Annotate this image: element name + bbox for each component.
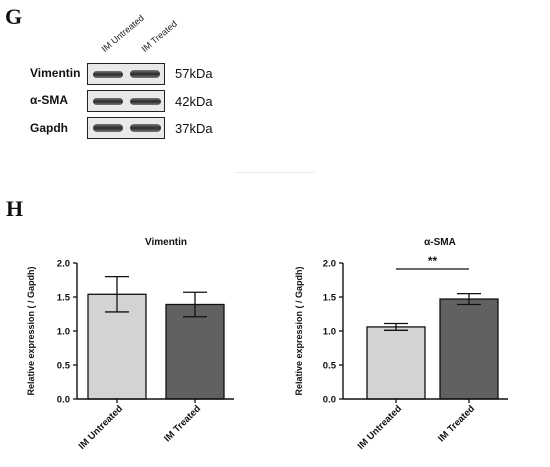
band-gapdh-treated	[130, 124, 161, 132]
band-gapdh-untreated	[93, 124, 123, 132]
panel-label-g: G	[5, 4, 23, 29]
chart1-ytick-label: 0.0	[57, 395, 70, 406]
chart2-bar-2	[439, 298, 499, 400]
chart1-ytick-label: 2.0	[57, 259, 70, 270]
chart2-ytick-label: 1.0	[323, 327, 336, 338]
chart2-xtick-label-1: IM Untreated	[356, 403, 405, 452]
chart2-significance-label: **	[428, 254, 438, 268]
western-blot: IM Untreated IM Treated Vimentin 57kDa α…	[0, 0, 550, 175]
blot-strip-gapdh	[87, 117, 165, 139]
chart2-bar-1	[366, 326, 426, 400]
band-vimentin-treated	[130, 70, 160, 78]
chart1-xtick-label-2: IM Treated	[162, 403, 203, 444]
chart1-ytick-label: 0.5	[57, 361, 71, 372]
band-asma-untreated	[93, 98, 123, 105]
chart2-ylabel: Relative expression ( / Gapdh)	[294, 266, 304, 395]
band-asma-treated	[130, 98, 161, 105]
chart1-ytick-label: 1.5	[57, 293, 71, 304]
panel-label-h: H	[6, 196, 24, 221]
kda-vimentin: 57kDa	[175, 66, 213, 81]
kda-asma: 42kDa	[175, 94, 213, 109]
chart1-ytick-label: 1.0	[57, 327, 70, 338]
blot-strip-asma	[87, 90, 165, 112]
blot-label-gapdh: Gapdh	[30, 121, 68, 135]
blot-label-vimentin: Vimentin	[30, 66, 81, 80]
chart1-ylabel: Relative expression ( / Gapdh)	[26, 266, 36, 395]
chart1-xtick-label-1: IM Untreated	[77, 403, 126, 452]
blot-label-asma: α-SMA	[30, 93, 69, 107]
chart2-xtick-label-2: IM Treated	[436, 403, 477, 444]
divider	[235, 172, 315, 173]
chart2-ytick-label: 0.0	[323, 395, 336, 406]
kda-gapdh: 37kDa	[175, 121, 213, 136]
blot-strip-vimentin	[87, 63, 165, 85]
chart1-title: Vimentin	[145, 237, 187, 248]
band-vimentin-untreated	[93, 71, 123, 78]
chart2-ytick-label: 2.0	[323, 259, 336, 270]
chart2-title: α-SMA	[424, 237, 456, 248]
chart1-bar-2	[165, 303, 225, 400]
chart2-ytick-label: 0.5	[323, 361, 337, 372]
chart2-ytick-label: 1.5	[323, 293, 337, 304]
